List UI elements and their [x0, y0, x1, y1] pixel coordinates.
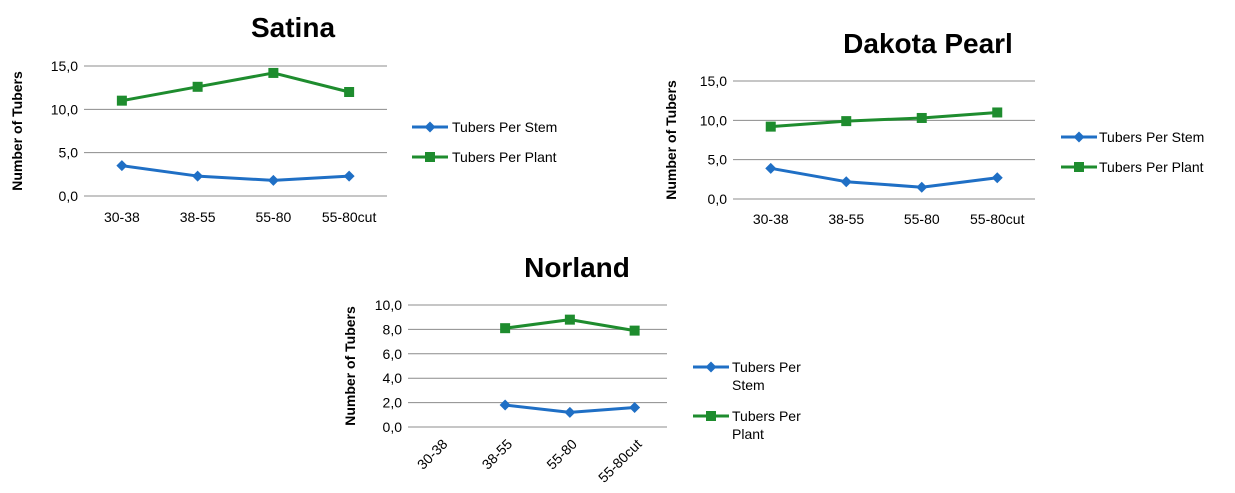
x-tick-label: 55-80 — [904, 211, 940, 227]
chart-2: Norland 0,0 2,0 4,0 6,0 8,0 10,0 Number of Tube… — [342, 252, 801, 486]
legend-marker-0 — [705, 361, 717, 373]
data-point-1 — [564, 314, 575, 325]
x-tick-label: 30-38 — [104, 209, 140, 225]
x-tick-label: 55-80cut — [595, 436, 645, 486]
data-point-0 — [564, 406, 576, 418]
y-tick-label: 5,0 — [708, 152, 728, 168]
data-point-0 — [343, 170, 355, 182]
y-tick-label: 0,0 — [383, 419, 403, 435]
x-tick-label: 55-80 — [543, 436, 580, 473]
data-point-1 — [192, 81, 203, 92]
data-point-0 — [840, 176, 852, 188]
data-point-0 — [765, 162, 777, 174]
x-tick-label: 30-38 — [753, 211, 789, 227]
legend-label-0: Tubers Per Stem — [732, 359, 801, 393]
y-tick-label: 5,0 — [59, 145, 79, 161]
data-point-1 — [916, 112, 927, 123]
legend-label-1: Tubers Per Plant — [732, 408, 801, 442]
y-tick-label: 4,0 — [383, 370, 403, 386]
legend-label-0: Tubers Per Stem — [1099, 129, 1204, 145]
data-point-0 — [499, 399, 511, 411]
x-tick-label: 55-80 — [255, 209, 291, 225]
y-tick-label: 0,0 — [708, 191, 728, 207]
y-axis-label: Number of Tubers — [9, 71, 25, 191]
y-tick-label: 10,0 — [700, 112, 727, 128]
y-tick-label: 10,0 — [51, 101, 78, 117]
y-tick-label: 2,0 — [383, 395, 403, 411]
x-tick-label: 30-38 — [414, 436, 451, 473]
legend-marker-1 — [425, 152, 435, 162]
chart-1: Dakota Pearl 0,0 5,0 10,0 15,0 Number of Tube… — [663, 28, 1204, 227]
data-point-1 — [992, 107, 1003, 118]
legend-marker-0 — [1073, 131, 1085, 143]
data-point-0 — [116, 160, 128, 172]
x-tick-label: 55-80cut — [970, 211, 1025, 227]
data-point-1 — [500, 323, 511, 334]
legend-label-1: Tubers Per Plant — [1099, 159, 1204, 175]
x-tick-label: 38-55 — [180, 209, 216, 225]
data-point-1 — [344, 87, 355, 97]
y-tick-label: 15,0 — [700, 73, 727, 89]
legend-label-1: Tubers Per Plant — [452, 149, 557, 165]
legend-marker-0 — [424, 121, 436, 133]
series-line-1 — [121, 71, 350, 103]
y-axis-label: Number of Tubers — [663, 80, 679, 200]
data-point-1 — [116, 95, 127, 106]
y-axis-label: Number of Tubers — [342, 306, 358, 426]
legend-marker-1 — [1074, 162, 1084, 172]
y-tick-label: 15,0 — [51, 58, 78, 74]
y-tick-label: 10,0 — [375, 297, 402, 313]
data-point-1 — [841, 116, 852, 127]
data-point-1 — [765, 121, 776, 132]
x-tick-label: 55-80cut — [322, 209, 377, 225]
chart-title: Satina — [251, 12, 335, 43]
chart-0: Satina 0,0 5,0 10,0 15,0 Number of Tubers 30-3… — [9, 12, 557, 225]
data-point-0 — [267, 174, 279, 186]
legend-marker-1 — [706, 411, 716, 421]
data-point-0 — [192, 170, 204, 182]
y-tick-label: 8,0 — [383, 321, 403, 337]
data-point-1 — [268, 67, 279, 78]
data-point-1 — [629, 325, 640, 336]
data-point-0 — [991, 172, 1003, 184]
chart-title: Norland — [524, 252, 630, 283]
chart-title: Dakota Pearl — [843, 28, 1013, 59]
data-point-0 — [629, 401, 641, 413]
data-point-0 — [916, 181, 928, 193]
series-line-0 — [770, 166, 998, 189]
x-tick-label: 38-55 — [828, 211, 864, 227]
y-tick-label: 0,0 — [59, 188, 79, 204]
series-line-0 — [121, 164, 350, 182]
x-tick-label: 38-55 — [479, 436, 516, 473]
y-tick-label: 6,0 — [383, 346, 403, 362]
legend-label-0: Tubers Per Stem — [452, 119, 557, 135]
series-line-1 — [770, 110, 998, 129]
